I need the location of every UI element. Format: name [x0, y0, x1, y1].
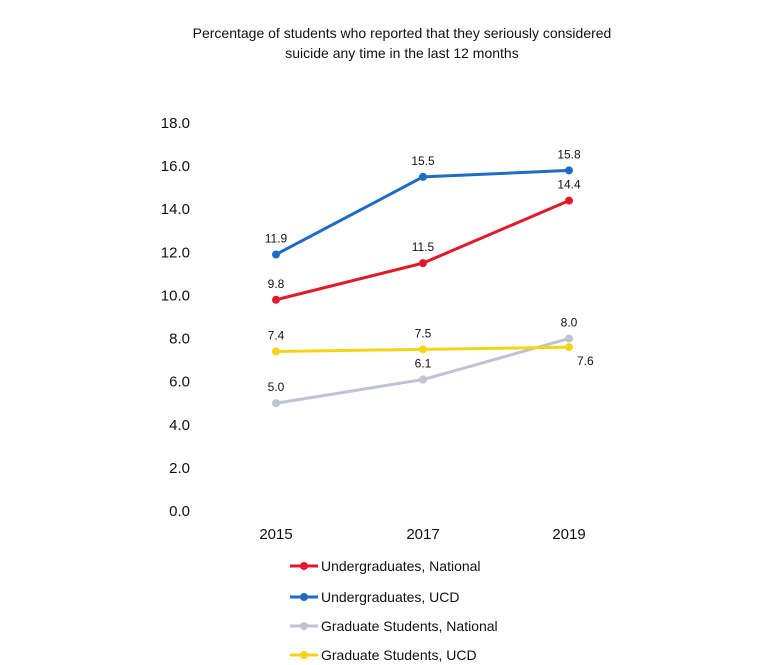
y-tick-label: 6.0 — [169, 374, 190, 391]
data-point — [272, 250, 280, 259]
series-2: 5.0 6.1 8.0 — [268, 316, 578, 408]
legend-item: Undergraduates, UCD — [290, 589, 460, 605]
chart-title-line-1: Percentage of students who reported that… — [193, 25, 612, 41]
y-tick-label: 14.0 — [161, 201, 190, 218]
y-tick-label: 2.0 — [169, 460, 190, 477]
x-tick-label: 2017 — [406, 526, 439, 543]
data-label: 7.4 — [268, 328, 285, 342]
y-tick-label: 18.0 — [161, 115, 190, 132]
y-tick-label: 16.0 — [161, 158, 190, 175]
y-tick-label: 8.0 — [169, 331, 190, 348]
legend: Undergraduates, National Undergraduates, … — [290, 558, 498, 663]
data-label: 8.0 — [561, 316, 578, 330]
data-label: 6.1 — [415, 357, 432, 371]
legend-item: Graduate Students, National — [290, 618, 498, 634]
data-point — [272, 399, 280, 408]
data-point — [272, 347, 280, 356]
series-3: 7.4 7.5 7.6 — [268, 326, 594, 368]
data-label: 15.5 — [411, 154, 435, 168]
legend-item: Graduate Students, UCD — [290, 647, 477, 663]
y-tick-label: 4.0 — [169, 417, 190, 434]
data-point — [419, 345, 427, 354]
legend-label: Graduate Students, National — [321, 618, 498, 634]
legend-item: Undergraduates, National — [290, 558, 481, 574]
legend-marker — [300, 622, 308, 630]
data-point — [419, 375, 427, 384]
y-tick-label: 0.0 — [169, 503, 190, 520]
series-0: 9.8 11.5 14.4 — [268, 178, 581, 304]
data-point — [419, 259, 427, 268]
y-axis: 0.0 2.0 4.0 6.0 8.0 10.0 12.0 14.0 16.0 18.0 — [161, 115, 190, 520]
data-point — [272, 295, 280, 304]
data-point — [565, 334, 573, 343]
data-label: 7.6 — [577, 354, 594, 368]
data-label: 5.0 — [268, 380, 285, 394]
data-point — [565, 196, 573, 205]
legend-label: Undergraduates, National — [321, 558, 481, 574]
legend-marker — [300, 593, 308, 601]
data-label: 7.5 — [415, 326, 432, 340]
data-label: 11.5 — [412, 240, 435, 254]
series-1: 11.9 15.5 15.8 — [265, 147, 581, 259]
data-label: 15.8 — [557, 147, 581, 161]
x-tick-label: 2019 — [552, 526, 585, 543]
legend-marker — [300, 562, 308, 570]
chart-title-line-2: suicide any time in the last 12 months — [285, 45, 518, 61]
data-point — [419, 172, 427, 181]
data-point — [565, 343, 573, 352]
legend-label: Undergraduates, UCD — [321, 589, 460, 605]
x-tick-label: 2015 — [259, 526, 292, 543]
y-tick-label: 10.0 — [161, 287, 190, 304]
legend-label: Graduate Students, UCD — [321, 647, 477, 663]
data-label: 9.8 — [268, 277, 285, 291]
plot-area: 9.811.514.411.915.5 15.85.06.18.07.4 7.57.… — [265, 147, 594, 408]
legend-marker — [300, 651, 308, 659]
data-label: 14.4 — [557, 178, 581, 192]
y-tick-label: 12.0 — [161, 244, 190, 261]
data-point — [565, 166, 573, 175]
data-label: 11.9 — [265, 231, 288, 245]
x-axis: 2015 2017 2019 — [259, 526, 585, 543]
